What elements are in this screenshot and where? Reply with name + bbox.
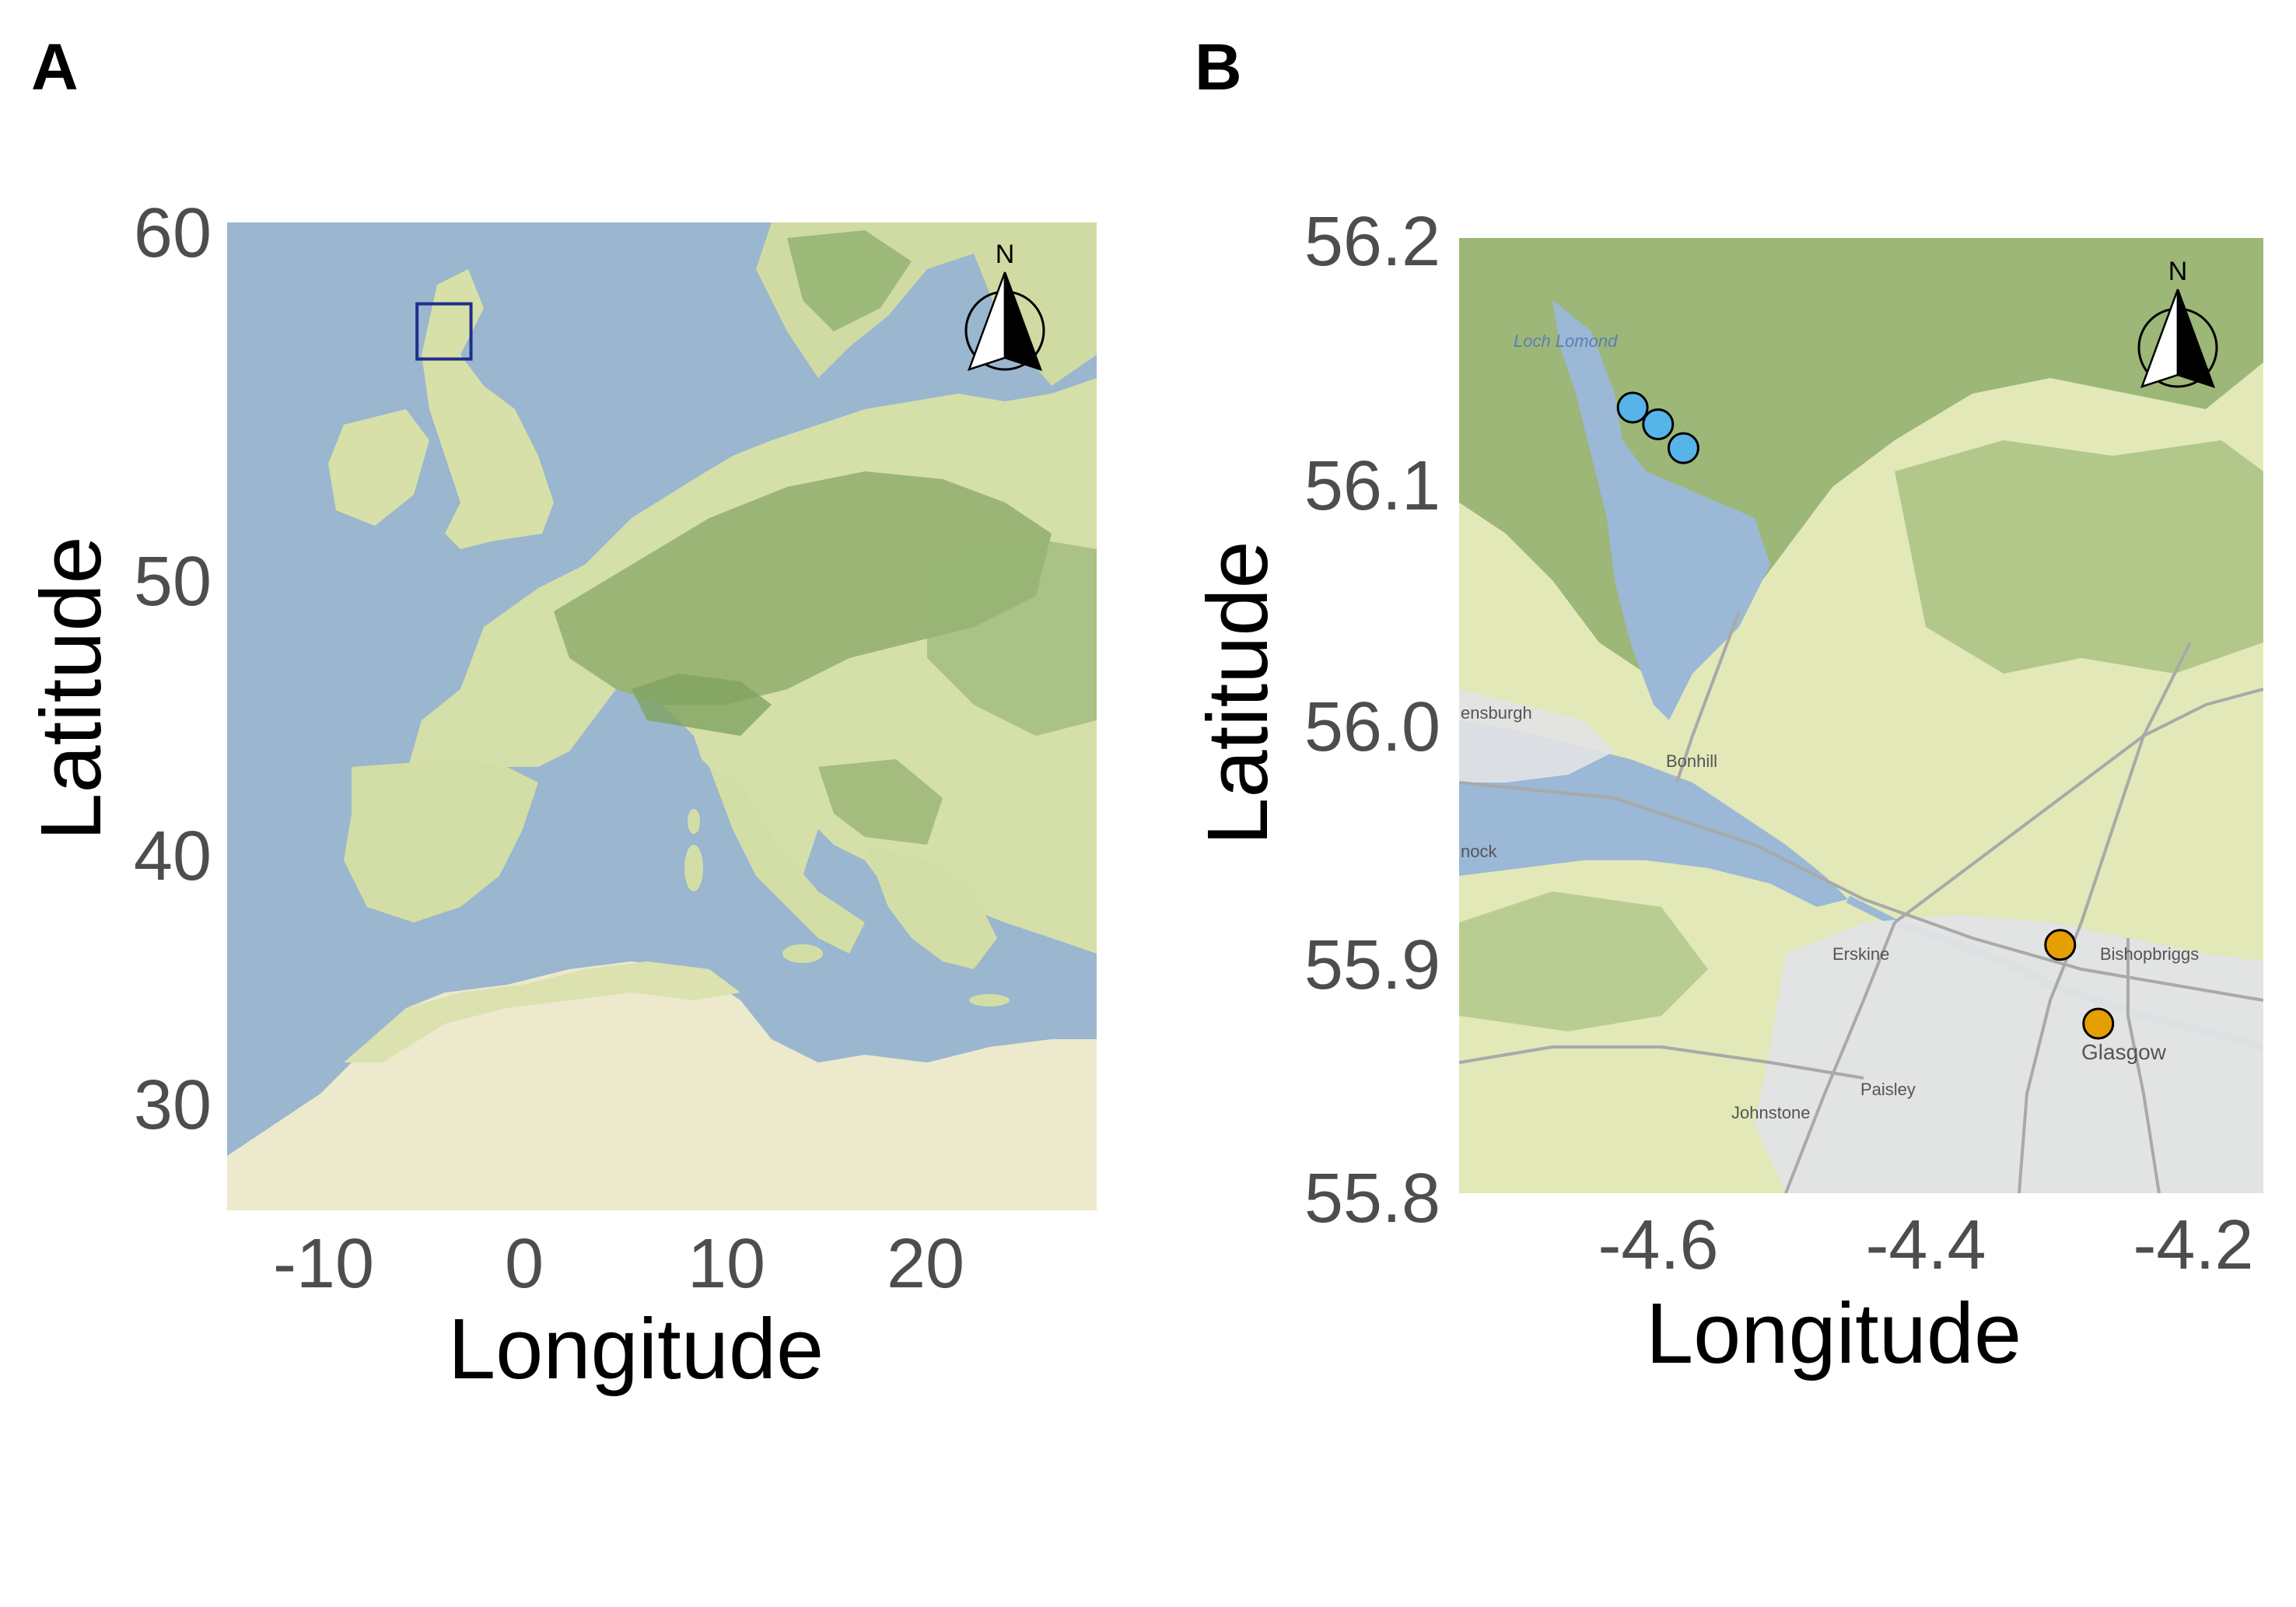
place-label: Bishopbriggs (2100, 944, 2199, 964)
place-label: Bonhill (1666, 751, 1717, 771)
glasgow-region-map: Loch Lomond ensburgh Bonhill nock Erskin… (1459, 238, 2263, 1193)
sample-point-loch (1616, 391, 1649, 424)
europe-map-canvas (227, 222, 1097, 1210)
y-tick-label: 55.8 (1304, 1160, 1440, 1238)
road-network (1459, 611, 2263, 1193)
crete-land (969, 994, 1010, 1007)
y-tick-label: 56.2 (1304, 203, 1440, 281)
y-tick-label: 30 (133, 1066, 212, 1144)
y-tick-label: 50 (133, 543, 212, 621)
x-tick-label: 0 (504, 1225, 544, 1303)
urban-west (1459, 689, 1615, 782)
balkans-land (865, 845, 997, 969)
great-britain-land (422, 269, 554, 549)
hill-forest-east (1895, 440, 2263, 674)
place-label: Johnstone (1731, 1103, 1811, 1122)
x-tick-label: -4.4 (1865, 1206, 1986, 1284)
x-tick-label: -4.2 (2133, 1206, 2254, 1284)
y-tick-label: 40 (133, 818, 212, 895)
y-axis-title: Latitude (23, 536, 119, 841)
place-label: ensburgh (1461, 703, 1532, 723)
sample-point-loch (1667, 432, 1699, 464)
north-arrow-icon: N (2137, 257, 2218, 388)
central-europe-forest (554, 471, 1052, 705)
sample-point-city (2044, 929, 2077, 961)
y-tick-label: 60 (133, 194, 212, 272)
east-europe-forest (927, 534, 1097, 736)
place-label: nock (1461, 842, 1497, 861)
y-tick-label: 55.9 (1304, 926, 1440, 1004)
x-tick-label: 10 (687, 1225, 766, 1303)
x-tick-label: -10 (272, 1225, 375, 1303)
north-arrow-label: N (2168, 257, 2188, 286)
place-label: Erskine (1832, 944, 1889, 964)
hill-forest-west (1459, 891, 1708, 1031)
sample-points (1616, 391, 2115, 1040)
sardinia-land (684, 845, 703, 891)
place-label: Glasgow (2081, 1040, 2167, 1064)
panel-a-letter: A (31, 30, 79, 103)
ireland-land (328, 409, 429, 526)
corsica-land (688, 809, 700, 834)
y-axis-title: Latitude (1190, 541, 1286, 846)
balkan-forest (818, 759, 943, 845)
italy-land (709, 767, 865, 954)
x-tick-label: 20 (886, 1225, 965, 1303)
glasgow-map-canvas: Loch Lomond ensburgh Bonhill nock Erskin… (1459, 238, 2263, 1193)
sample-point-city (2082, 1007, 2115, 1040)
panel-b-letter: B (1195, 30, 1242, 103)
north-arrow-icon: N (964, 240, 1045, 371)
y-tick-label: 56.0 (1304, 688, 1440, 766)
alps-forest (632, 674, 772, 736)
place-label: Paisley (1860, 1080, 1916, 1099)
place-label: Loch Lomond (1514, 331, 1618, 351)
north-arrow-label: N (996, 240, 1015, 269)
sample-point-loch (1642, 408, 1675, 440)
europe-map (227, 222, 1097, 1210)
scandinavia-forest (787, 230, 912, 331)
study-area-box (415, 302, 473, 361)
x-axis-title: Longitude (1646, 1286, 2022, 1381)
urban-area (1755, 915, 2263, 1193)
loch-lomond-water (1552, 300, 1770, 720)
x-tick-label: -4.6 (1598, 1206, 1719, 1284)
iberia-land (344, 759, 538, 923)
atlas-coast-land (344, 961, 740, 1063)
x-axis-title: Longitude (448, 1301, 824, 1397)
sicily-land (782, 944, 823, 963)
y-tick-label: 56.1 (1304, 447, 1440, 525)
